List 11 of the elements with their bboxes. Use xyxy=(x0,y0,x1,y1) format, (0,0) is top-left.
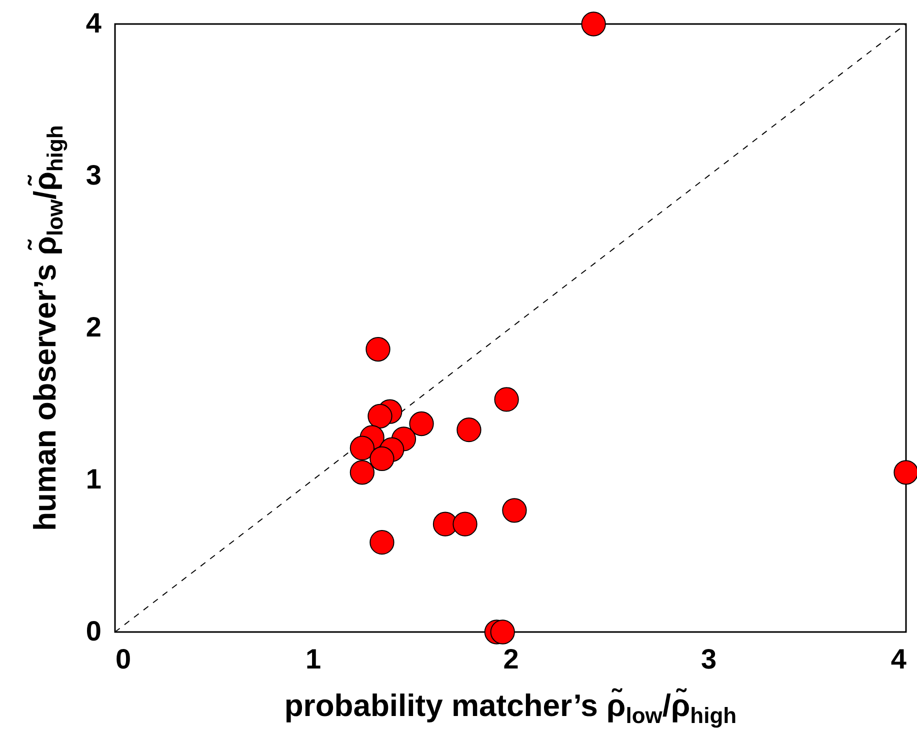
x-tick-label: 3 xyxy=(700,644,717,674)
y-tick-label: 0 xyxy=(86,616,102,646)
x-tick-label: 4 xyxy=(890,644,907,674)
y-tick-label: 2 xyxy=(86,312,102,342)
y-tick-label: 4 xyxy=(86,8,102,38)
x-axis-title: probability matcher’s ρ̃$_{low}$/ρ̃$_{high}$ xyxy=(283,688,738,730)
x-tick-label: 2 xyxy=(503,644,519,674)
y-tick-label: 1 xyxy=(86,464,102,494)
y-tick-label: 3 xyxy=(86,160,102,190)
x-tick-label: 1 xyxy=(305,644,322,674)
x-tick-label: 0 xyxy=(116,644,132,674)
